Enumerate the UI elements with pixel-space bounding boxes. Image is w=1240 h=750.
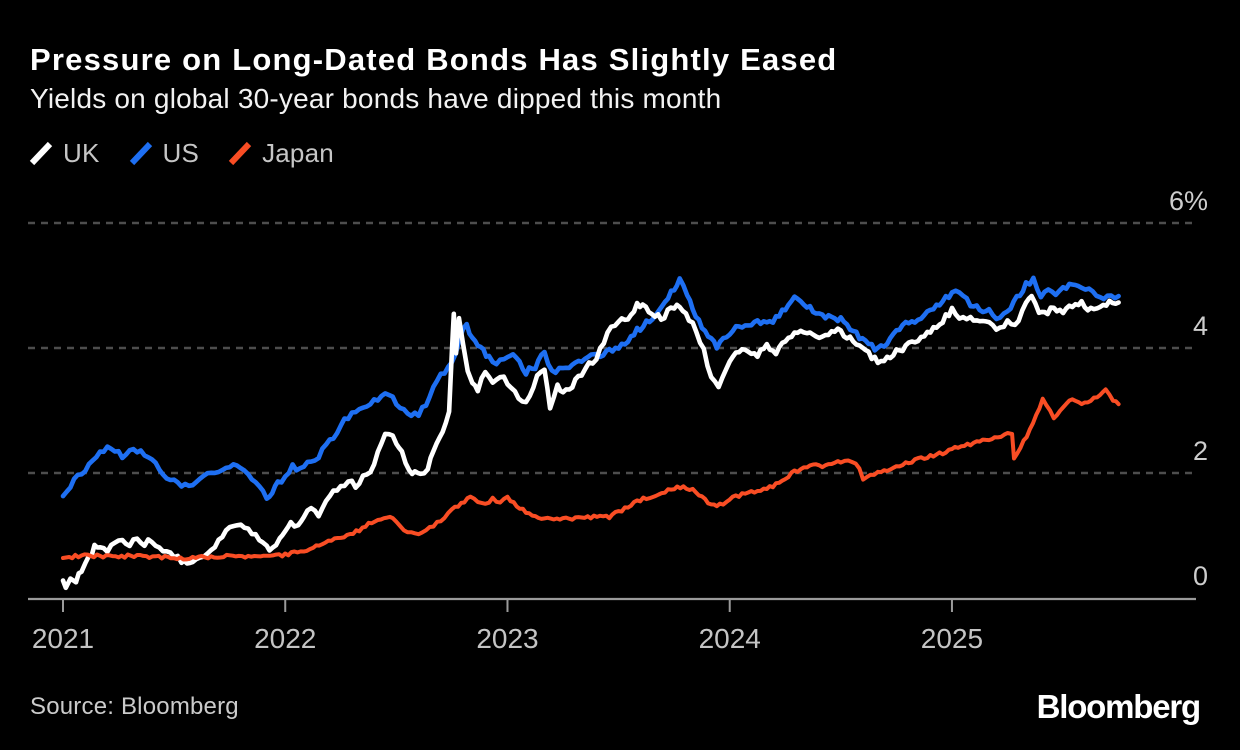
series-line-uk — [60, 293, 1121, 591]
y-axis-label: 0 — [1193, 561, 1208, 591]
series-line-japan — [61, 387, 1121, 562]
y-axis-label: 2 — [1193, 436, 1208, 466]
x-axis-label: 2025 — [921, 623, 983, 654]
chart-title: Pressure on Long-Dated Bonds Has Slightl… — [30, 42, 838, 77]
legend-item-japan: Japan — [227, 138, 334, 169]
x-axis-label: 2021 — [32, 623, 94, 654]
slash-icon — [29, 141, 53, 166]
source-note: Source: Bloomberg — [30, 693, 239, 720]
legend-item-us: US — [128, 138, 200, 169]
y-axis-label: 4 — [1193, 311, 1208, 341]
bloomberg-logo: Bloomberg — [1036, 688, 1202, 725]
legend-item-label: Japan — [262, 138, 334, 168]
x-axis-label: 2023 — [476, 623, 538, 654]
legend: UK US Japan — [28, 138, 334, 169]
legend-item-label: US — [162, 138, 200, 168]
series-line-us — [60, 275, 1121, 501]
legend-item-label: UK — [63, 138, 100, 168]
slash-icon — [228, 141, 252, 166]
slash-icon — [129, 141, 152, 166]
y-axis-label: 6% — [1169, 186, 1208, 216]
chart-subtitle: Yields on global 30-year bonds have dipp… — [30, 83, 722, 114]
x-axis-label: 2022 — [254, 623, 316, 654]
legend-item-uk: UK — [28, 138, 100, 169]
x-axis-label: 2024 — [699, 623, 761, 654]
